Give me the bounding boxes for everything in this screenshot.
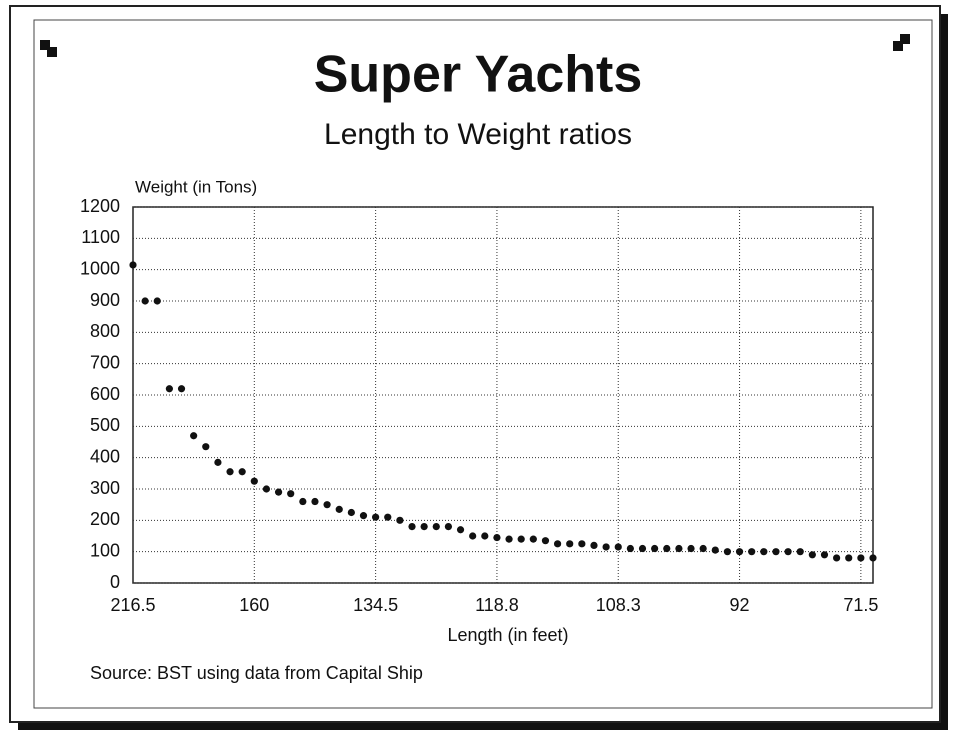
data-point	[420, 523, 428, 531]
data-point	[796, 548, 804, 556]
data-point	[311, 497, 319, 506]
data-point	[165, 385, 173, 393]
data-point	[699, 544, 707, 553]
data-point	[323, 501, 331, 509]
data-point	[857, 554, 865, 562]
chart-title: Super Yachts	[314, 46, 643, 104]
data-point	[566, 540, 574, 548]
data-point	[372, 513, 380, 521]
data-point	[784, 548, 792, 556]
data-point	[396, 516, 404, 524]
y-tick-label: 300	[90, 478, 120, 498]
data-point	[456, 526, 465, 534]
x-tick-label: 71.5	[843, 595, 878, 615]
data-point	[614, 543, 622, 551]
x-tick-label: 160	[239, 595, 269, 615]
data-point	[141, 297, 149, 305]
data-point	[553, 540, 562, 548]
data-point	[760, 548, 768, 556]
data-point	[408, 523, 416, 531]
data-point	[177, 385, 186, 393]
data-point	[845, 554, 853, 562]
inner-frame	[33, 19, 933, 709]
data-point	[687, 544, 695, 553]
data-point	[432, 523, 440, 531]
data-point	[638, 544, 647, 553]
data-point	[869, 554, 877, 562]
source-note: Source: BST using data from Capital Ship	[90, 663, 423, 683]
data-point	[444, 523, 453, 531]
data-point	[129, 261, 137, 269]
y-tick-label: 900	[90, 290, 120, 310]
data-point	[250, 477, 258, 485]
data-point	[493, 533, 501, 542]
data-point	[202, 443, 210, 451]
data-point	[517, 535, 525, 543]
data-point	[626, 544, 634, 553]
data-point	[602, 543, 610, 551]
data-point	[663, 544, 671, 553]
data-point	[335, 505, 343, 513]
data-point	[359, 512, 368, 520]
y-tick-label: 500	[90, 415, 120, 435]
y-tick-label: 700	[90, 352, 120, 372]
x-tick-label: 108.3	[596, 595, 641, 615]
y-axis-label: Weight (in Tons)	[135, 177, 257, 196]
y-tick-label: 1200	[80, 196, 120, 216]
corner-mark	[900, 34, 910, 44]
data-point	[808, 551, 816, 559]
data-point	[735, 548, 744, 556]
data-point	[578, 540, 586, 548]
data-point	[675, 544, 683, 553]
y-tick-label: 1100	[81, 227, 120, 247]
data-point	[833, 554, 841, 562]
x-tick-label: 118.8	[475, 595, 519, 615]
y-tick-label: 1000	[80, 258, 120, 278]
chart-subtitle: Length to Weight ratios	[324, 118, 632, 151]
data-point	[287, 490, 295, 498]
data-point	[226, 468, 234, 476]
data-point	[541, 537, 550, 545]
data-point	[772, 548, 780, 556]
corner-mark	[893, 41, 903, 51]
data-point	[262, 485, 271, 493]
y-tick-label: 600	[90, 384, 120, 404]
data-point	[274, 488, 283, 496]
data-point	[529, 535, 537, 543]
data-point	[190, 432, 198, 440]
x-axis-label: Length (in feet)	[447, 625, 568, 645]
corner-mark	[47, 47, 57, 57]
data-point	[347, 508, 355, 517]
data-point	[214, 458, 222, 466]
y-tick-label: 0	[110, 572, 120, 592]
data-point	[820, 551, 829, 559]
data-point	[723, 548, 732, 556]
data-point	[238, 468, 246, 476]
x-tick-label: 216.5	[110, 595, 155, 615]
y-tick-label: 100	[90, 540, 120, 560]
data-point	[711, 546, 719, 554]
data-point	[505, 535, 513, 543]
data-point	[469, 532, 477, 540]
data-point	[299, 497, 307, 506]
data-point	[481, 532, 489, 540]
data-point	[651, 544, 659, 553]
data-point	[384, 513, 392, 521]
x-tick-label: 134.5	[353, 595, 398, 615]
y-tick-label: 200	[90, 509, 120, 529]
data-point	[590, 541, 598, 550]
y-tick-label: 400	[90, 446, 120, 466]
data-point	[153, 297, 161, 305]
corner-mark	[40, 40, 50, 50]
x-tick-label: 92	[730, 595, 750, 615]
data-point	[748, 548, 756, 556]
y-tick-label: 800	[90, 321, 120, 341]
